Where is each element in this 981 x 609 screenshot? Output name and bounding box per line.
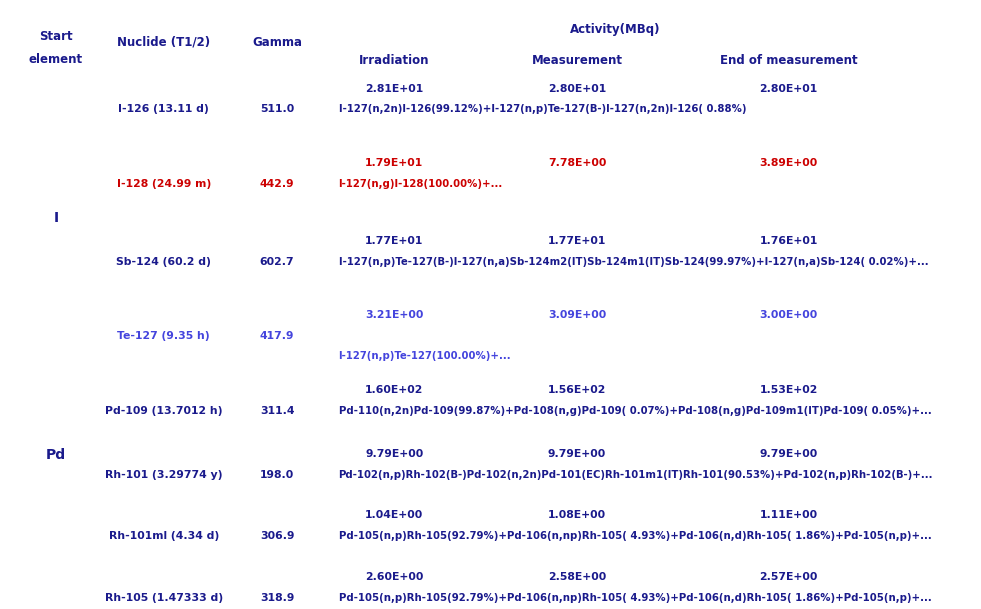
- Text: Rh-101ml (4.34 d): Rh-101ml (4.34 d): [109, 531, 219, 541]
- Text: I-127(n,p)Te-127(100.00%)+...: I-127(n,p)Te-127(100.00%)+...: [338, 351, 511, 361]
- Text: Activity(MBq): Activity(MBq): [570, 23, 661, 36]
- Text: 2.80E+01: 2.80E+01: [759, 83, 817, 94]
- Text: 417.9: 417.9: [260, 331, 294, 341]
- Text: 1.77E+01: 1.77E+01: [547, 236, 606, 246]
- Text: 3.89E+00: 3.89E+00: [759, 158, 817, 168]
- Text: I-127(n,g)I-128(100.00%)+...: I-127(n,g)I-128(100.00%)+...: [338, 178, 503, 189]
- Text: 198.0: 198.0: [260, 470, 294, 480]
- Text: 9.79E+00: 9.79E+00: [759, 449, 817, 459]
- Text: element: element: [28, 52, 83, 66]
- Text: 2.60E+00: 2.60E+00: [365, 572, 424, 582]
- Text: 3.09E+00: 3.09E+00: [548, 311, 606, 320]
- Text: 2.81E+01: 2.81E+01: [365, 83, 424, 94]
- Text: 511.0: 511.0: [260, 104, 294, 114]
- Text: 1.60E+02: 1.60E+02: [365, 385, 424, 395]
- Text: 318.9: 318.9: [260, 593, 294, 603]
- Text: 1.11E+00: 1.11E+00: [759, 510, 817, 521]
- Text: Rh-101 (3.29774 y): Rh-101 (3.29774 y): [105, 470, 223, 480]
- Text: Pd-105(n,p)Rh-105(92.79%)+Pd-106(n,np)Rh-105( 4.93%)+Pd-106(n,d)Rh-105( 1.86%)+P: Pd-105(n,p)Rh-105(92.79%)+Pd-106(n,np)Rh…: [338, 593, 931, 603]
- Text: 311.4: 311.4: [260, 406, 294, 416]
- Text: Start: Start: [39, 30, 73, 43]
- Text: I-126 (13.11 d): I-126 (13.11 d): [119, 104, 209, 114]
- Text: 9.79E+00: 9.79E+00: [548, 449, 606, 459]
- Text: 1.04E+00: 1.04E+00: [365, 510, 424, 521]
- Text: End of measurement: End of measurement: [720, 54, 857, 67]
- Text: Pd-110(n,2n)Pd-109(99.87%)+Pd-108(n,g)Pd-109( 0.07%)+Pd-108(n,g)Pd-109m1(IT)Pd-1: Pd-110(n,2n)Pd-109(99.87%)+Pd-108(n,g)Pd…: [338, 406, 931, 416]
- Text: Measurement: Measurement: [532, 54, 623, 67]
- Text: 3.00E+00: 3.00E+00: [759, 311, 817, 320]
- Text: I-128 (24.99 m): I-128 (24.99 m): [117, 178, 211, 189]
- Text: Sb-124 (60.2 d): Sb-124 (60.2 d): [116, 257, 211, 267]
- Text: Rh-105 (1.47333 d): Rh-105 (1.47333 d): [105, 593, 223, 603]
- Text: 7.78E+00: 7.78E+00: [547, 158, 606, 168]
- Text: Pd-105(n,p)Rh-105(92.79%)+Pd-106(n,np)Rh-105( 4.93%)+Pd-106(n,d)Rh-105( 1.86%)+P: Pd-105(n,p)Rh-105(92.79%)+Pd-106(n,np)Rh…: [338, 531, 931, 541]
- Text: I-127(n,p)Te-127(B-)I-127(n,a)Sb-124m2(IT)Sb-124m1(IT)Sb-124(99.97%)+I-127(n,a)S: I-127(n,p)Te-127(B-)I-127(n,a)Sb-124m2(I…: [338, 257, 928, 267]
- Text: 3.21E+00: 3.21E+00: [365, 311, 424, 320]
- Text: 306.9: 306.9: [260, 531, 294, 541]
- Text: Pd-109 (13.7012 h): Pd-109 (13.7012 h): [105, 406, 223, 416]
- Text: 2.57E+00: 2.57E+00: [759, 572, 818, 582]
- Text: Gamma: Gamma: [252, 36, 302, 49]
- Text: Nuclide (T1/2): Nuclide (T1/2): [117, 36, 210, 49]
- Text: Te-127 (9.35 h): Te-127 (9.35 h): [118, 331, 210, 341]
- Text: 2.58E+00: 2.58E+00: [548, 572, 606, 582]
- Text: 1.76E+01: 1.76E+01: [759, 236, 818, 246]
- Text: 2.80E+01: 2.80E+01: [548, 83, 606, 94]
- Text: 442.9: 442.9: [260, 178, 294, 189]
- Text: Pd: Pd: [46, 448, 66, 462]
- Text: Irradiation: Irradiation: [359, 54, 430, 67]
- Text: I-127(n,2n)I-126(99.12%)+I-127(n,p)Te-127(B-)I-127(n,2n)I-126( 0.88%): I-127(n,2n)I-126(99.12%)+I-127(n,p)Te-12…: [338, 104, 747, 114]
- Text: 1.77E+01: 1.77E+01: [365, 236, 424, 246]
- Text: 1.08E+00: 1.08E+00: [548, 510, 606, 521]
- Text: Pd-102(n,p)Rh-102(B-)Pd-102(n,2n)Pd-101(EC)Rh-101m1(IT)Rh-101(90.53%)+Pd-102(n,p: Pd-102(n,p)Rh-102(B-)Pd-102(n,2n)Pd-101(…: [338, 470, 933, 480]
- Text: 1.56E+02: 1.56E+02: [547, 385, 606, 395]
- Text: 602.7: 602.7: [260, 257, 294, 267]
- Text: 9.79E+00: 9.79E+00: [365, 449, 424, 459]
- Text: 1.79E+01: 1.79E+01: [365, 158, 424, 168]
- Text: I: I: [53, 211, 59, 225]
- Text: 1.53E+02: 1.53E+02: [759, 385, 818, 395]
